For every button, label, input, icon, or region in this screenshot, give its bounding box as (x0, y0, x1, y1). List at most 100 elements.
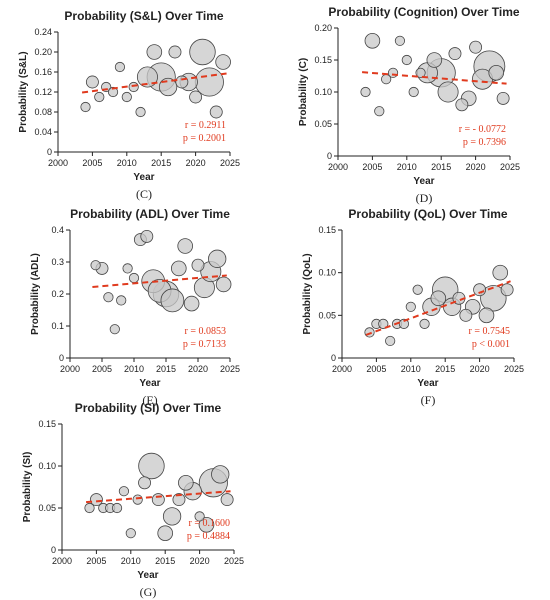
y-tick-label: 0.10 (314, 87, 332, 97)
data-point (387, 67, 399, 78)
y-tick-label: 0.05 (38, 503, 56, 513)
data-point (378, 318, 389, 329)
data-point (469, 40, 483, 54)
x-tick-label: 2010 (117, 158, 137, 168)
x-axis-label: Year (413, 176, 434, 187)
data-point (496, 91, 510, 105)
x-tick-label: 2010 (397, 162, 417, 172)
stat-p: p = 0.7396 (463, 137, 506, 148)
y-axis-label: Probability (S&L) (18, 51, 29, 132)
panel-c: Probability (S&L) Over Time 2000 2005 2010 2… (18, 9, 240, 201)
y-tick-label: 0.16 (34, 67, 52, 77)
stat-p: p < 0.001 (472, 339, 510, 350)
y-tick-label: 0.3 (51, 257, 64, 267)
data-point (175, 75, 189, 89)
data-point (116, 295, 127, 306)
data-point (408, 86, 419, 98)
chart-title: Probability (SI) Over Time (75, 401, 222, 415)
y-tick-label: 0.24 (34, 27, 52, 37)
data-point (85, 75, 99, 89)
x-tick-label: 2020 (188, 364, 208, 374)
data-point (118, 486, 130, 497)
x-tick-label: 2025 (220, 364, 240, 374)
chart-title: Probability (S&L) Over Time (64, 9, 223, 23)
x-axis-label: Year (139, 378, 160, 389)
data-point (437, 81, 459, 103)
panel-f: Probability (QoL) Over Time 2000 2005 2010 2… (302, 207, 524, 407)
data-point (178, 474, 194, 491)
data-point (90, 260, 101, 271)
data-point (109, 324, 120, 335)
panel-d: Probability (Cognition) Over Time 2000 200… (298, 5, 520, 205)
x-tick-label: 2025 (500, 162, 520, 172)
data-point (138, 476, 152, 490)
x-axis-label: Year (137, 570, 158, 581)
data-point (189, 90, 203, 104)
y-tick-label: 0 (327, 151, 332, 161)
data-point (215, 276, 232, 293)
y-axis-label: Probability (C) (298, 58, 309, 126)
y-tick-label: 0.4 (51, 225, 64, 235)
data-point (364, 32, 381, 49)
x-tick-label: 2015 (155, 556, 175, 566)
panel-letter: (D) (416, 191, 433, 205)
data-point (405, 301, 416, 312)
stat-r: r = 0.0853 (185, 326, 226, 337)
data-point (171, 260, 187, 277)
data-point (473, 283, 487, 297)
panel-e: Probability (ADL) Over Time 2000 2005 2010 2… (30, 207, 240, 407)
y-tick-label: 0.2 (51, 289, 64, 299)
stat-p: p = 0.2001 (183, 133, 226, 144)
x-axis-label: Year (417, 378, 438, 389)
x-tick-label: 2005 (92, 364, 112, 374)
data-point (211, 465, 230, 484)
data-point (183, 295, 200, 312)
data-point (374, 106, 385, 117)
stat-p: p = 0.7133 (183, 339, 226, 350)
data-point (94, 91, 105, 103)
x-tick-label: 2015 (151, 158, 171, 168)
x-tick-label: 2005 (362, 162, 382, 172)
x-tick-label: 2000 (332, 364, 352, 374)
y-axis-label: Probability (QoL) (302, 253, 313, 334)
y-tick-label: 0.15 (38, 419, 56, 429)
stat-r: r = 0.7545 (469, 326, 510, 337)
x-tick-label: 2000 (52, 556, 72, 566)
panel-letter: (E) (142, 393, 157, 407)
data-point (360, 86, 371, 98)
data-point (168, 45, 182, 59)
y-tick-label: 0.15 (314, 55, 332, 65)
x-axis-label: Year (133, 172, 154, 183)
data-point (492, 264, 509, 281)
x-tick-label: 2000 (328, 162, 348, 172)
data-point (146, 44, 163, 60)
data-point (107, 86, 119, 98)
data-point (160, 288, 185, 313)
data-point (208, 249, 227, 268)
x-tick-label: 2020 (466, 162, 486, 172)
data-point (448, 47, 462, 61)
data-point (84, 502, 95, 514)
data-point (132, 494, 143, 505)
data-point (135, 106, 146, 118)
panel-letter: (F) (421, 393, 436, 407)
x-tick-label: 2020 (470, 364, 490, 374)
y-tick-label: 0.05 (318, 310, 336, 320)
data-point (140, 229, 154, 243)
data-point (401, 54, 412, 66)
y-tick-label: 0.10 (38, 461, 56, 471)
stat-r: r = - 0.0772 (459, 124, 506, 135)
data-point (478, 307, 495, 324)
data-point (125, 528, 136, 539)
trend-line (362, 71, 507, 85)
panel-letter: (G) (140, 585, 157, 599)
data-point (128, 81, 139, 93)
data-point (191, 258, 205, 272)
x-tick-label: 2015 (156, 364, 176, 374)
x-tick-label: 2005 (366, 364, 386, 374)
y-tick-label: 0 (47, 147, 52, 157)
data-point (80, 101, 91, 113)
data-point (220, 493, 234, 507)
y-tick-label: 0.12 (34, 87, 52, 97)
